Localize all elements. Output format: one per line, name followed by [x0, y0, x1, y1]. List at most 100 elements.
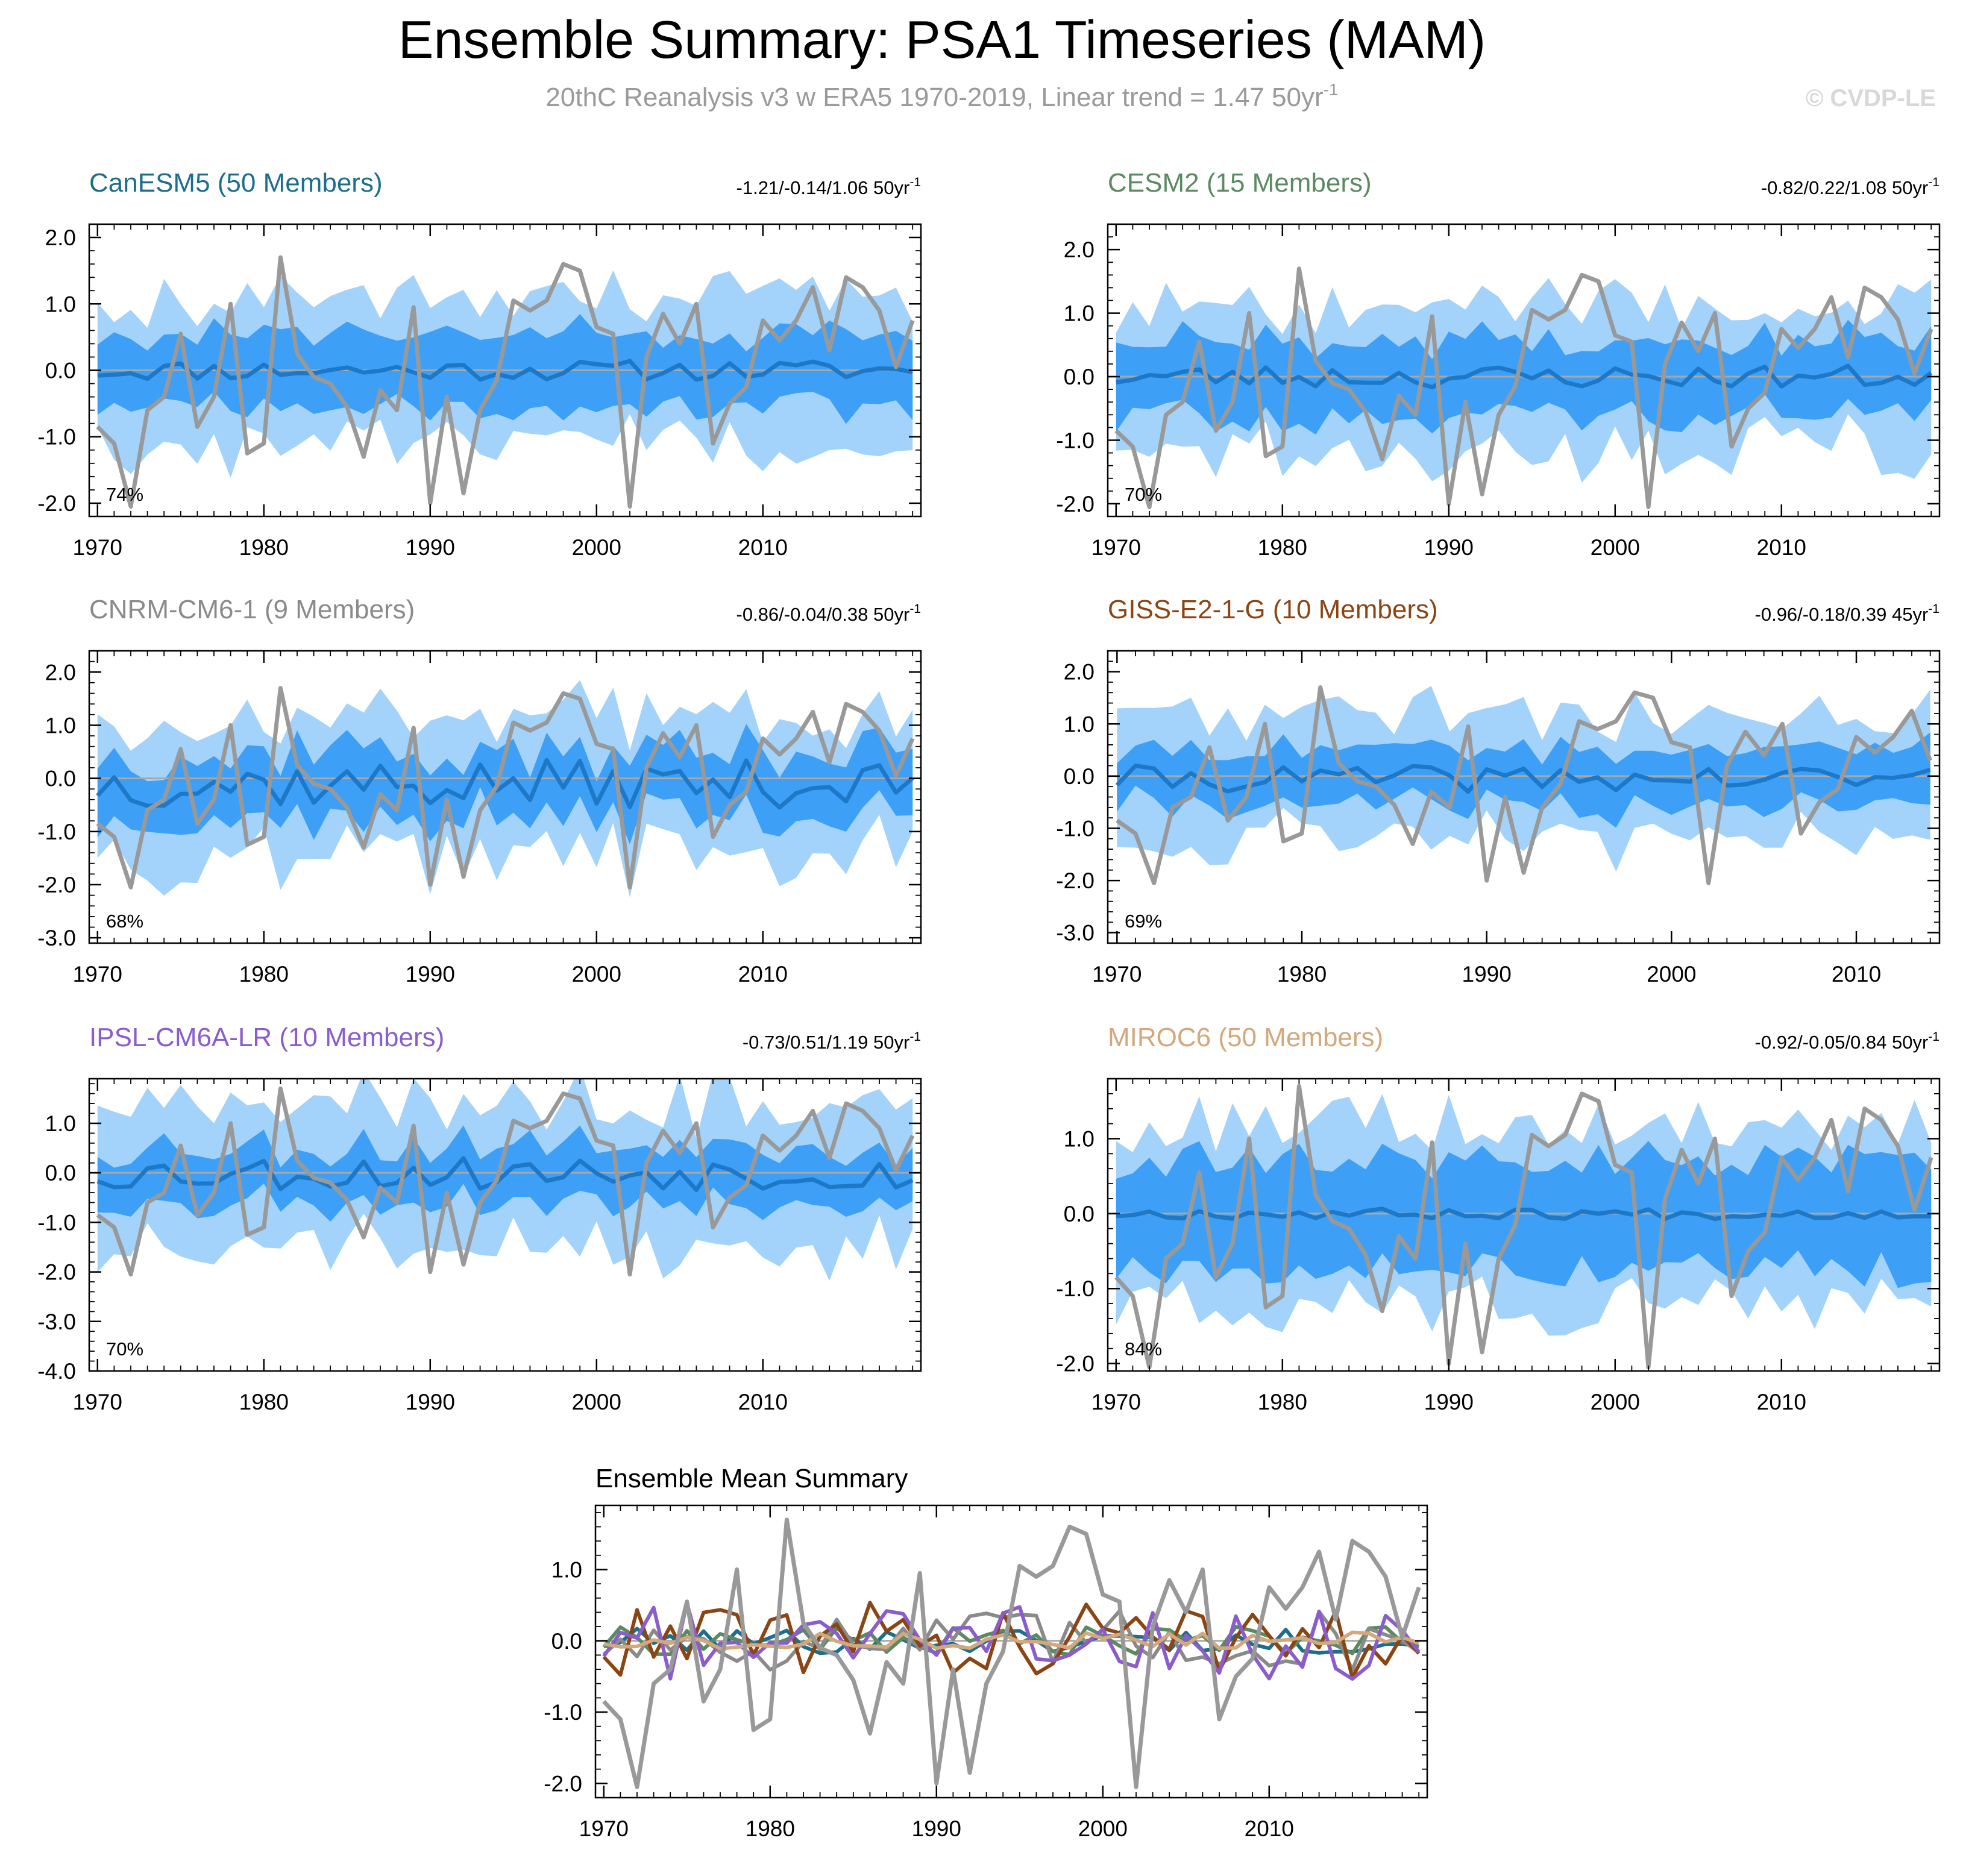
ensemble-mean-line	[96, 1156, 914, 1192]
plot-area	[89, 255, 921, 509]
observed-line	[1116, 685, 1932, 885]
x-tick-label: 1970	[73, 962, 122, 987]
y-tick-label: 1.0	[551, 1557, 582, 1582]
x-tick-label: 2000	[572, 962, 621, 987]
x-tick-label: 2010	[1757, 1390, 1806, 1414]
plot-frame	[88, 650, 922, 944]
y-tick-label: 0.0	[1064, 764, 1095, 789]
ensemble-mean-line	[1116, 363, 1933, 389]
y-tick-label: 0.0	[45, 359, 76, 383]
y-tick-label: -1.0	[37, 425, 76, 450]
panel-title: CNRM-CM6-1 (9 Members)	[89, 595, 415, 624]
x-tick-label: 1980	[1277, 962, 1327, 987]
observed-line	[1114, 1084, 1933, 1370]
y-tick-label: -2.0	[544, 1771, 582, 1796]
x-tick-label: 2010	[738, 962, 788, 987]
panel-trend-sup: -1	[1928, 175, 1939, 189]
figure-subtitle: 20thC Reanalysis v3 w ERA5 1970-2019, Li…	[545, 80, 1338, 112]
chart-panel-5: -2.0 -1.0 0.0 1.0 1970 1980 1990 2000 2010 MIROC6…	[1056, 1023, 1941, 1414]
y-tick-label: -1.0	[37, 1210, 76, 1235]
figure-title: Ensemble Summary: PSA1 Timeseries (MAM)	[398, 10, 1486, 69]
y-tick-label: 1.0	[1064, 712, 1095, 736]
panel-trend-text: -0.86/-0.04/0.38 50yr	[737, 604, 910, 625]
y-tick-label: 2.0	[1064, 660, 1095, 685]
chart-panel-3: -3.0 -2.0 -1.0 0.0 1.0 2.0 1970 1980 1990 2000 201…	[1056, 595, 1941, 987]
y-tick-label: -3.0	[37, 926, 76, 950]
y-tick-label: -2.0	[1056, 492, 1095, 516]
observed-line	[96, 686, 915, 889]
x-tick-label: 1990	[406, 962, 455, 987]
y-tick-label: 0.0	[1064, 365, 1095, 389]
model-mean-line-5	[603, 1630, 1420, 1651]
chart-panel-1: -2.0 -1.0 0.0 1.0 2.0 1970 1980 1990 2000 2010 CES…	[1056, 168, 1941, 560]
plot-area	[1108, 266, 1939, 509]
x-tick-label: 1970	[73, 535, 122, 560]
x-tick-label: 2010	[738, 1390, 788, 1414]
observed-line	[602, 1517, 1421, 1789]
y-tick-label: -2.0	[37, 491, 76, 516]
chart-panel-0: -2.0 -1.0 0.0 1.0 2.0 1970 1980 1990 2000 2010 Can…	[37, 168, 922, 560]
y-tick-label: -1.0	[1056, 816, 1095, 841]
plot-frame	[1107, 223, 1941, 518]
x-tick-label: 1990	[912, 1816, 961, 1841]
y-tick-label: 1.0	[45, 1111, 76, 1136]
panel-title: CanESM5 (50 Members)	[89, 168, 383, 198]
panel-trend-range: -0.92/-0.05/0.84 50yr-1	[1755, 1030, 1939, 1053]
x-tick-label: 2010	[1832, 962, 1881, 987]
panel-title: CESM2 (15 Members)	[1108, 168, 1372, 198]
plot-area	[89, 680, 921, 897]
x-tick-label: 1970	[73, 1390, 122, 1414]
panel-trend-text: -0.82/0.22/1.08 50yr	[1761, 177, 1928, 198]
x-tick-label: 1980	[239, 962, 289, 987]
x-tick-label: 1980	[239, 535, 289, 560]
y-tick-label: -3.0	[1056, 921, 1095, 946]
panel-trend-text: -0.73/0.51/1.19 50yr	[743, 1032, 909, 1053]
y-tick-label: 1.0	[45, 292, 76, 316]
x-tick-label: 1970	[1091, 1390, 1141, 1414]
panel-percent-label: 69%	[1125, 911, 1162, 932]
ensemble-mean-line	[97, 359, 913, 382]
x-tick-label: 2000	[1591, 1390, 1640, 1414]
panel-trend-sup: -1	[909, 175, 921, 189]
x-tick-label: 2000	[1591, 535, 1640, 560]
ensemble-mean-line	[96, 758, 914, 810]
panel-trend-text: -0.96/-0.18/0.39 45yr	[1755, 604, 1929, 625]
x-tick-label: 1970	[1091, 535, 1141, 560]
x-tick-label: 1970	[579, 1816, 629, 1841]
chart-panel-2: -3.0 -2.0 -1.0 0.0 1.0 2.0 1970 1980 1990 2000 201…	[37, 595, 922, 987]
y-tick-label: 2.0	[45, 660, 76, 685]
panel-title: GISS-E2-1-G (10 Members)	[1108, 595, 1438, 624]
y-tick-label: -2.0	[1056, 868, 1095, 893]
plot-area	[89, 1079, 921, 1281]
x-tick-label: 2000	[1647, 962, 1696, 987]
x-tick-label: 1990	[1424, 1390, 1474, 1414]
panel-title: Ensemble Mean Summary	[595, 1464, 908, 1493]
panel-percent-label: 84%	[1125, 1338, 1162, 1360]
panel-trend-text: -0.92/-0.05/0.84 50yr	[1755, 1032, 1929, 1053]
y-tick-label: -2.0	[1056, 1352, 1095, 1376]
plot-frame	[594, 1504, 1428, 1799]
y-tick-label: -1.0	[1056, 1276, 1095, 1301]
inner-spread-band	[1117, 732, 1930, 828]
chart-panel-4: -4.0 -3.0 -2.0 -1.0 0.0 1.0 1970 1980 1990 2000 20…	[37, 1023, 922, 1414]
figure-subtitle-sup: -1	[1324, 80, 1339, 99]
x-tick-label: 1980	[239, 1390, 289, 1414]
y-tick-label: -1.0	[1056, 428, 1095, 453]
panel-trend-range: -0.82/0.22/1.08 50yr-1	[1761, 175, 1939, 198]
y-tick-label: -4.0	[37, 1359, 76, 1384]
plot-frame	[1107, 1078, 1941, 1372]
panel-trend-sup: -1	[1928, 1030, 1939, 1044]
plot-area	[595, 1517, 1427, 1789]
x-tick-label: 1990	[1462, 962, 1512, 987]
x-tick-label: 2010	[1757, 535, 1806, 560]
panel-title: MIROC6 (50 Members)	[1108, 1023, 1383, 1052]
y-tick-label: 0.0	[45, 767, 76, 791]
x-tick-label: 2010	[738, 535, 788, 560]
plot-area	[1108, 685, 1939, 885]
chart-panel-6: -2.0 -1.0 0.0 1.0 1970 1980 1990 2000 2010 Ensemb…	[544, 1464, 1428, 1841]
y-tick-label: -3.0	[37, 1310, 76, 1334]
x-tick-label: 2000	[572, 535, 621, 560]
y-tick-label: 0.0	[551, 1629, 582, 1654]
panel-trend-sup: -1	[1928, 602, 1939, 616]
panel-title: IPSL-CM6A-LR (10 Members)	[89, 1023, 444, 1052]
